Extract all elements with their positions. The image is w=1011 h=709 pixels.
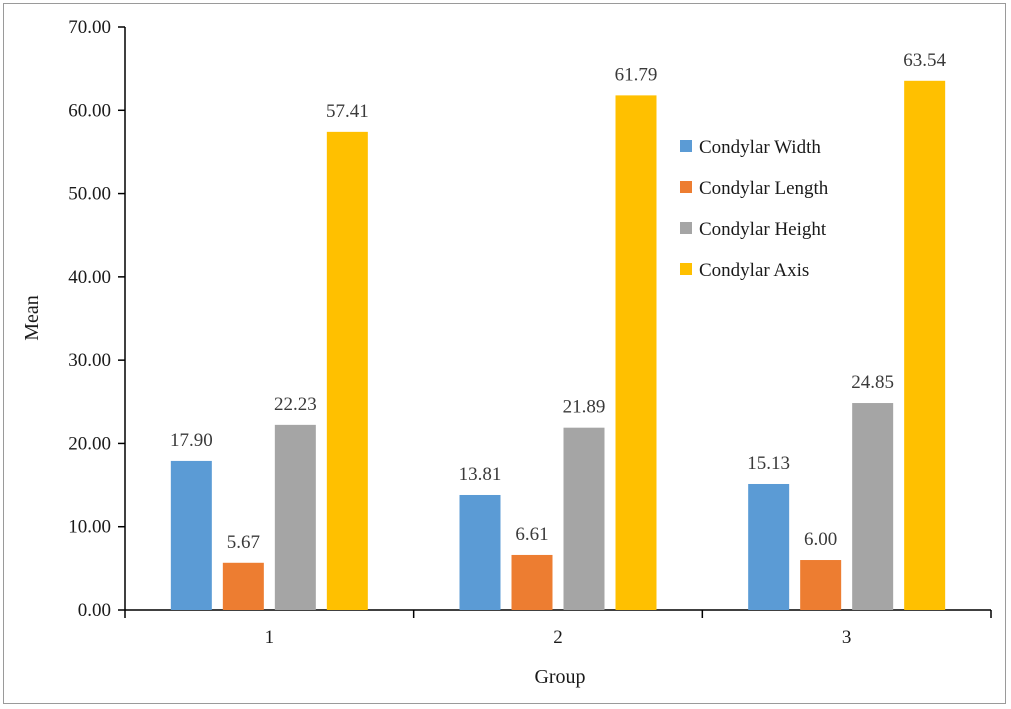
bar-condylar-axis-group-2 — [615, 95, 657, 611]
legend: Condylar Width Condylar Length Condylar He… — [680, 137, 829, 281]
x-tick-label: 3 — [842, 627, 852, 648]
legend-label: Condylar Axis — [699, 260, 809, 281]
y-tick-label: 20.00 — [68, 433, 111, 454]
y-tick-label: 50.00 — [68, 184, 111, 205]
bar-condylar-height-group-3 — [852, 403, 894, 610]
bar-condylar-width-group-1 — [170, 460, 212, 610]
bar-condylar-axis-group-3 — [904, 80, 946, 611]
bar-condylar-height-group-1 — [274, 424, 316, 610]
data-label: 61.79 — [615, 64, 658, 85]
bar-condylar-axis-group-1 — [326, 131, 368, 610]
y-tick-label: 70.00 — [68, 17, 111, 38]
x-axis-title: Group — [534, 666, 585, 688]
data-label: 21.89 — [563, 397, 606, 418]
data-label: 15.13 — [747, 453, 790, 474]
legend-swatch — [680, 263, 692, 275]
bar-condylar-height-group-2 — [563, 427, 605, 610]
bars — [170, 80, 946, 611]
x-axis: 1 2 3 — [124, 609, 992, 648]
y-tick-label: 60.00 — [68, 100, 111, 121]
y-tick-label: 10.00 — [68, 517, 111, 538]
bar-condylar-width-group-2 — [459, 494, 501, 610]
data-label: 5.67 — [227, 532, 260, 553]
data-label: 63.54 — [903, 50, 946, 71]
legend-swatch — [680, 140, 692, 152]
legend-label: Condylar Height — [699, 219, 827, 240]
y-tick-label: 0.00 — [78, 600, 111, 621]
x-tick-label: 1 — [265, 627, 275, 648]
legend-swatch — [680, 222, 692, 234]
data-label: 17.90 — [170, 430, 213, 451]
data-label: 57.41 — [326, 101, 369, 122]
legend-label: Condylar Length — [699, 178, 829, 199]
bar-condylar-width-group-3 — [748, 483, 790, 610]
y-axis-title: Mean — [21, 295, 43, 341]
data-label: 6.61 — [515, 524, 548, 545]
legend-swatch — [680, 181, 692, 193]
bar-condylar-length-group-1 — [222, 562, 264, 610]
y-tick-label: 30.00 — [68, 350, 111, 371]
data-label: 6.00 — [804, 529, 837, 550]
data-labels: 17.90 13.81 15.13 5.67 6.61 6.00 22.23 21.89 24.… — [170, 50, 947, 553]
bar-condylar-length-group-3 — [800, 560, 842, 610]
data-label: 22.23 — [274, 394, 317, 415]
legend-label: Condylar Width — [699, 137, 821, 158]
data-label: 24.85 — [851, 372, 894, 393]
data-label: 13.81 — [459, 464, 502, 485]
bar-condylar-length-group-2 — [511, 554, 553, 610]
x-tick-label: 2 — [553, 627, 563, 648]
y-tick-label: 40.00 — [68, 267, 111, 288]
y-axis: 0.00 10.00 20.00 30.00 40.00 50.00 60.00 70.00 — [68, 17, 126, 621]
figure-frame — [3, 3, 1006, 704]
